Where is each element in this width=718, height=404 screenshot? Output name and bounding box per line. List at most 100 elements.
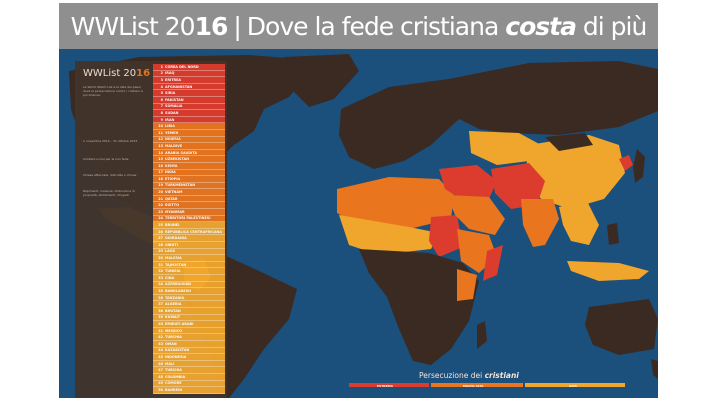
ranking-number: 5	[160, 91, 163, 96]
ranking-number: 29	[158, 249, 163, 254]
ranking-number: 20	[158, 190, 163, 195]
middle-east-region	[439, 165, 497, 199]
ranking-number: 38	[158, 308, 163, 313]
sidebar-title-prefix: WWList 20	[83, 68, 137, 79]
title-prefix: WWList 20	[70, 11, 196, 41]
russia-land	[449, 61, 658, 135]
ranking-row: 41 MESSICO	[153, 327, 225, 335]
ranking-number: 34	[158, 282, 163, 287]
ranking-country: SIRIA	[165, 91, 176, 96]
greenland-land	[284, 54, 359, 107]
ranking-row: 8 SUDAN	[153, 110, 225, 117]
ranking-row: 46 MALI	[153, 360, 225, 368]
ranking-row: 33 CINA	[153, 275, 225, 282]
ranking-country: COLOMBIA	[165, 374, 186, 379]
ranking-country: INDONESIA	[165, 354, 187, 359]
ranking-row: 23 MYANMAR	[153, 209, 225, 216]
sidebar-note-churches: Chiese attaccate, distrutte o chiuse	[83, 173, 137, 177]
ranking-number: 6	[160, 97, 163, 102]
ranking-row: 47 TURCHIA	[153, 367, 225, 374]
ranking-row: 26 REPUBBLICA CENTRAFRICANA	[153, 228, 225, 236]
ranking-row: 25 BRUNEI	[153, 222, 225, 229]
ranking-country: SOMALIA	[165, 104, 183, 109]
ranking-row: 21 QATAR	[153, 195, 225, 203]
australia-land	[585, 299, 658, 355]
ranking-number: 19	[158, 183, 163, 188]
ranking-country: MESSICO	[165, 328, 183, 333]
sidebar-intro: La World Watch List è la lista dei paesi…	[83, 85, 143, 97]
china-region	[525, 135, 625, 209]
ranking-row: 42 TURCHIA	[153, 334, 225, 341]
legend-very-high-label: MOLTO ALTA	[463, 384, 484, 388]
ranking-country: IRAQ	[165, 71, 175, 76]
ranking-number: 7	[160, 104, 163, 109]
ranking-country: TURCHIA	[165, 335, 182, 340]
country-ranking-list: 1 COREA DEL NORD 2 IRAQ 3 ERITREA 4 AFGHANISTAN…	[153, 64, 225, 394]
ranking-row: 35 BANGLADESH	[153, 288, 225, 295]
ranking-country: BRUNEI	[165, 223, 180, 228]
title-end: di più	[582, 11, 647, 41]
ranking-country: KUWAIT	[165, 315, 181, 320]
ranking-country: AFGHANISTAN	[165, 84, 193, 89]
ranking-number: 16	[158, 163, 163, 168]
ranking-country: ALGERIA	[165, 302, 182, 307]
ranking-country: REPUBBLICA CENTRAFRICANA	[165, 229, 223, 234]
ranking-country: OMAN	[165, 341, 177, 346]
ranking-row: 1 COREA DEL NORD	[153, 64, 225, 71]
ranking-row: 28 GIBUTI	[153, 242, 225, 249]
ranking-row: 31 TAJIKISTAN	[153, 261, 225, 269]
central-asia-region	[469, 131, 541, 165]
ranking-number: 21	[158, 196, 163, 201]
ranking-number: 46	[158, 361, 163, 366]
ranking-country: IRAN	[165, 117, 175, 122]
ranking-number: 33	[158, 275, 163, 280]
ranking-country: MALDIVE	[165, 143, 183, 148]
ranking-country: TERRITORI PALESTINESI	[165, 216, 211, 221]
ranking-row: 22 EGITTO	[153, 202, 225, 210]
ranking-number: 31	[158, 262, 163, 267]
ranking-number: 14	[158, 150, 163, 155]
ranking-row: 4 AFGHANISTAN	[153, 83, 225, 91]
ranking-row: 39 KUWAIT	[153, 314, 225, 322]
indonesia-region	[567, 261, 649, 281]
legend-title-prefix: Persecuzione dei	[419, 371, 483, 380]
legend-high-label: ALTA	[569, 384, 577, 388]
ranking-row: 2 IRAQ	[153, 70, 225, 78]
ranking-number: 18	[158, 176, 163, 181]
ranking-number: 1	[160, 64, 163, 69]
ranking-number: 30	[158, 256, 163, 261]
ranking-number: 50	[158, 387, 163, 392]
ranking-row: 37 ALGERIA	[153, 301, 225, 308]
ranking-number: 49	[158, 381, 163, 386]
ranking-row: 12 NIGERIA	[153, 136, 225, 144]
ranking-row: 50 BAHREIN	[153, 387, 225, 394]
ranking-number: 40	[158, 321, 163, 326]
legend-title-emph: cristiani	[484, 371, 519, 380]
ranking-row: 40 EMIRATI ARABI	[153, 321, 225, 328]
ranking-row: 24 TERRITORI PALESTINESI	[153, 215, 225, 223]
central-south-africa-land	[359, 249, 479, 365]
east-africa-region	[457, 269, 477, 301]
ranking-country: SUDAN	[165, 110, 179, 115]
ranking-country: MALI	[165, 361, 175, 366]
ranking-number: 17	[158, 170, 163, 175]
ranking-number: 45	[158, 354, 163, 359]
ranking-country: BANGLADESH	[165, 288, 192, 293]
ranking-country: LIBIA	[165, 124, 175, 129]
ranking-row: 9 IRAN	[153, 116, 225, 124]
title-mid: Dove la fede cristiana	[246, 11, 499, 41]
ranking-row: 43 OMAN	[153, 340, 225, 348]
ranking-country: GIORDANIA	[165, 236, 187, 241]
ranking-row: 14 ARABIA SAUDITA	[153, 149, 225, 157]
ranking-country: AZERBAIGIAN	[165, 282, 191, 287]
ranking-number: 28	[158, 242, 163, 247]
sidebar-note-killed: Cristiani uccisi per la loro fede	[83, 157, 129, 161]
ranking-number: 42	[158, 335, 163, 340]
legend-extreme-label: ESTREMA	[377, 384, 393, 388]
japan-land	[633, 149, 645, 183]
ranking-country: EGITTO	[165, 203, 179, 208]
ranking-country: PAKISTAN	[165, 97, 184, 102]
ranking-country: KAZAKISTAN	[165, 348, 190, 353]
ranking-country: UZBEKISTAN	[165, 157, 189, 162]
somalia-region	[483, 245, 503, 281]
